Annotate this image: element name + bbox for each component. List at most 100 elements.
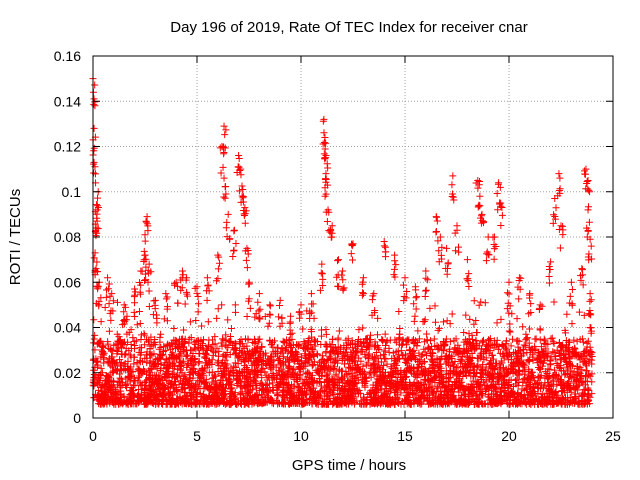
data-point-marker — [102, 293, 110, 301]
data-point-marker — [286, 318, 294, 326]
data-point-marker — [449, 172, 457, 180]
data-point-marker — [334, 256, 342, 264]
data-point-marker — [460, 329, 468, 337]
data-point-marker — [433, 213, 441, 221]
data-point-marker — [301, 350, 309, 358]
data-point-marker — [474, 184, 482, 192]
data-point-marker — [423, 351, 431, 359]
data-point-marker — [472, 316, 480, 324]
data-point-marker — [178, 267, 186, 275]
data-point-marker — [359, 290, 367, 298]
data-point-marker — [541, 337, 549, 345]
data-point-marker — [391, 257, 399, 265]
data-point-marker — [370, 343, 378, 351]
data-point-marker — [141, 237, 149, 245]
y-tick-label: 0.06 — [54, 274, 81, 290]
data-point-marker — [444, 264, 452, 272]
data-point-marker — [232, 308, 240, 316]
data-point-marker — [550, 298, 558, 306]
data-point-marker — [141, 251, 149, 259]
data-point-marker — [131, 299, 139, 307]
data-point-marker — [193, 283, 201, 291]
data-point-marker — [231, 359, 239, 367]
data-point-marker — [505, 309, 513, 317]
x-tick-label: 10 — [293, 428, 309, 444]
data-point-marker — [138, 267, 146, 275]
data-point-marker — [568, 320, 576, 328]
data-point-marker — [162, 295, 170, 303]
data-point-marker — [523, 335, 531, 343]
data-point-marker — [309, 300, 317, 308]
data-point-marker — [320, 150, 328, 158]
data-point-marker — [503, 289, 511, 297]
data-point-marker — [130, 382, 138, 390]
data-point-marker — [220, 174, 228, 182]
data-point-marker — [322, 170, 330, 178]
data-point-marker — [490, 255, 498, 263]
data-point-marker — [180, 357, 188, 365]
data-point-marker — [476, 202, 484, 210]
chart-title: Day 196 of 2019, Rate Of TEC Index for r… — [170, 19, 527, 36]
data-point-marker — [227, 324, 235, 332]
data-point-marker — [94, 194, 102, 202]
data-point-marker — [335, 327, 343, 335]
data-point-marker — [307, 290, 315, 298]
data-point-marker — [438, 243, 446, 251]
data-point-marker — [567, 278, 575, 286]
data-point-marker — [474, 203, 482, 211]
data-point-marker — [519, 323, 527, 331]
data-point-marker — [536, 301, 544, 309]
data-point-marker — [475, 201, 483, 209]
data-point-marker — [103, 286, 111, 294]
data-point-marker — [239, 194, 247, 202]
data-point-marker — [339, 267, 347, 275]
data-point-marker — [222, 126, 230, 134]
data-point-marker — [235, 163, 243, 171]
data-point-marker — [568, 285, 576, 293]
y-axis-label: ROTI / TECUs — [7, 189, 24, 285]
data-point-marker — [395, 308, 403, 316]
data-point-marker — [382, 342, 390, 350]
data-point-marker — [201, 380, 209, 388]
data-point-marker — [463, 275, 471, 283]
data-point-marker — [109, 297, 117, 305]
data-point-marker — [245, 280, 253, 288]
data-point-marker — [320, 129, 328, 137]
x-axis-label: GPS time / hours — [292, 457, 406, 474]
data-point-marker — [317, 269, 325, 277]
data-point-marker — [448, 310, 456, 318]
data-point-marker — [349, 256, 357, 264]
data-point-marker — [443, 244, 451, 252]
data-point-marker — [452, 247, 460, 255]
data-point-marker — [419, 351, 427, 359]
data-point-marker — [174, 299, 182, 307]
data-point-marker — [266, 301, 274, 309]
data-point-marker — [222, 224, 230, 232]
data-point-marker — [218, 335, 226, 343]
y-tick-label: 0.12 — [54, 139, 81, 155]
data-point-marker — [276, 301, 284, 309]
data-point-marker — [90, 169, 98, 177]
data-point-marker — [355, 326, 363, 334]
data-point-marker — [213, 314, 221, 322]
data-point-marker — [433, 217, 441, 225]
data-point-marker — [251, 313, 259, 321]
x-tick-label: 20 — [501, 428, 517, 444]
data-point-marker — [536, 325, 544, 333]
data-point-marker — [235, 152, 243, 160]
data-point-marker — [545, 279, 553, 287]
data-point-marker — [448, 181, 456, 189]
data-point-marker — [221, 183, 229, 191]
data-point-marker — [163, 293, 171, 301]
data-point-marker — [317, 332, 325, 340]
data-point-marker — [412, 286, 420, 294]
data-point-marker — [261, 312, 269, 320]
data-point-marker — [214, 305, 222, 313]
data-point-marker — [136, 319, 144, 327]
data-point-marker — [427, 337, 435, 345]
data-point-marker — [443, 317, 451, 325]
data-point-marker — [90, 316, 98, 324]
data-point-marker — [477, 298, 485, 306]
data-point-marker — [120, 308, 128, 316]
data-point-marker — [220, 351, 228, 359]
